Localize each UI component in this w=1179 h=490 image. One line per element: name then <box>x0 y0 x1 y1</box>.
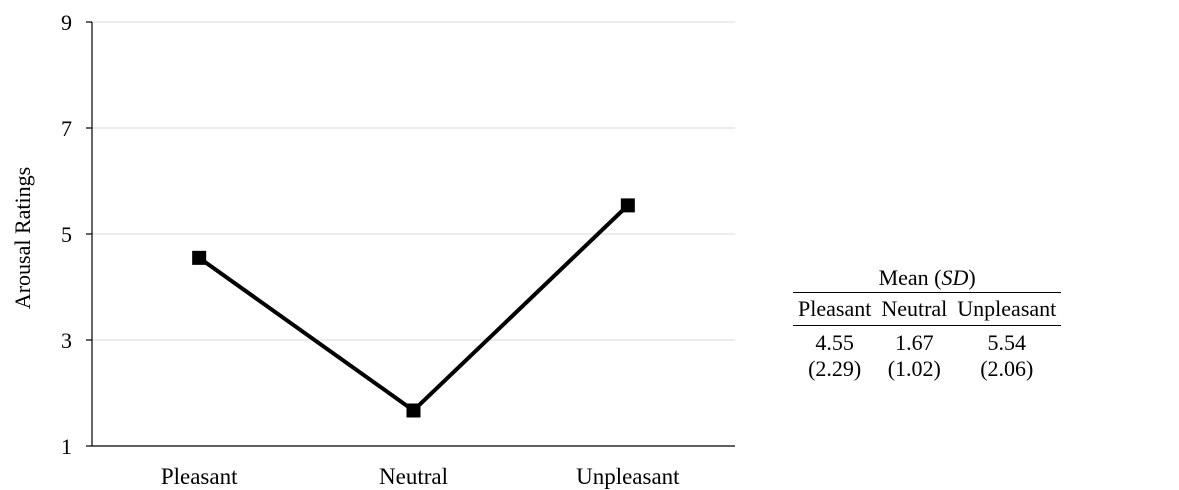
y-axis-title: Arousal Ratings <box>10 167 35 309</box>
sd-pleasant: (2.29) <box>808 356 862 381</box>
mean-pleasant: 4.55 <box>815 330 854 355</box>
table-header-neutral: Neutral <box>876 292 953 326</box>
table-row-sds: (2.29) (1.02) (2.06) <box>793 356 1061 382</box>
gridlines <box>92 21 735 341</box>
table-caption: Mean (SD) <box>793 265 1062 293</box>
data-point-unpleasant <box>620 198 635 213</box>
caption-suffix: ) <box>968 265 976 290</box>
y-tick-label-7: 7 <box>61 116 72 141</box>
x-tick-label-unpleasant: Unpleasant <box>576 464 680 489</box>
y-tick-label-1: 1 <box>61 434 72 459</box>
table-header-unpleasant: Unpleasant <box>952 292 1062 326</box>
caption-prefix: Mean ( <box>878 265 942 290</box>
y-tick-label-5: 5 <box>61 222 72 247</box>
sd-neutral: (1.02) <box>887 356 941 381</box>
x-tick-label-pleasant: Pleasant <box>161 464 238 489</box>
data-point-neutral <box>406 403 421 418</box>
x-tick-label-neutral: Neutral <box>379 464 448 489</box>
tick-labels: 1 3 5 7 9 Pleasant Neutral Unpleasant <box>61 10 680 489</box>
table-row-means: 4.55 1.67 5.54 <box>793 326 1061 357</box>
y-tick-label-9: 9 <box>61 10 72 35</box>
axes <box>86 21 735 447</box>
data-point-pleasant <box>192 250 207 265</box>
mean-neutral: 1.67 <box>895 330 934 355</box>
caption-sd: SD <box>941 265 969 290</box>
sd-unpleasant: (2.06) <box>980 356 1034 381</box>
series-line-0 <box>198 203 630 414</box>
table-header-pleasant: Pleasant <box>793 292 877 326</box>
arousal-line-chart: 1 3 5 7 9 Pleasant Neutral Unpleasant Arousal R… <box>10 10 735 489</box>
mean-unpleasant: 5.54 <box>987 330 1027 355</box>
mean-sd-table: Mean (SD) Pleasant Neutral Unpleasant 4.… <box>793 265 1062 382</box>
y-tick-label-3: 3 <box>61 328 72 353</box>
series-layer <box>192 198 635 418</box>
